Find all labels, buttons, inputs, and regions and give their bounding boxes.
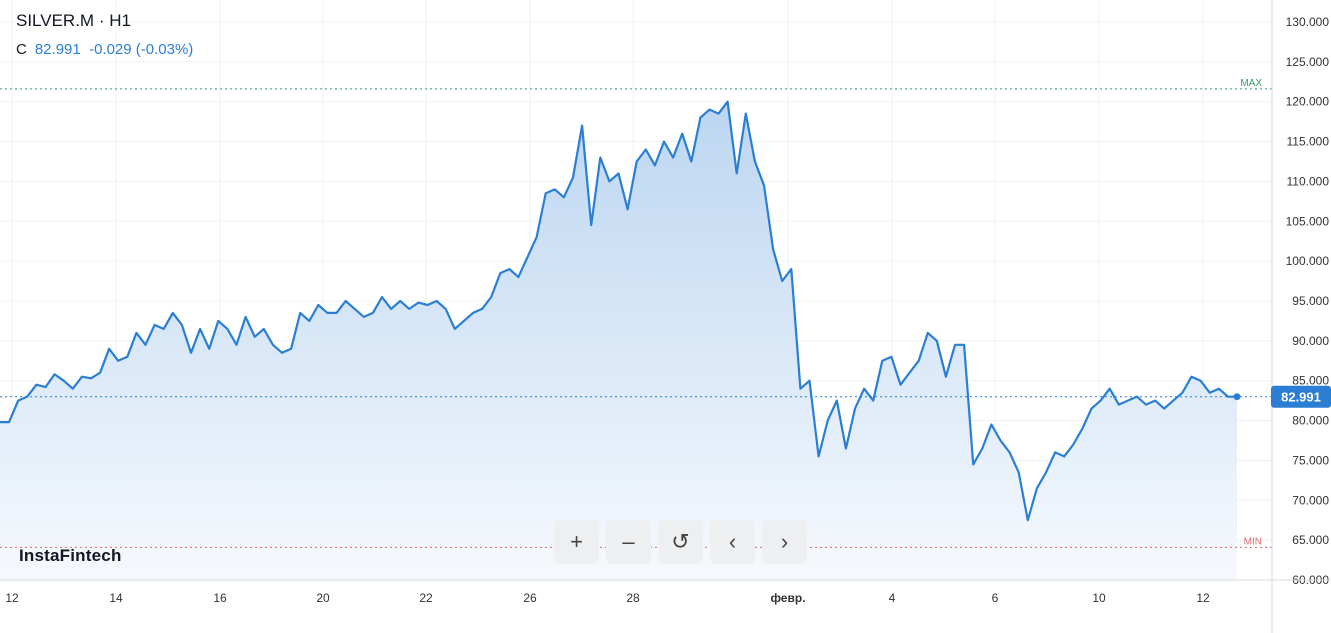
- y-tick-label: 70.000: [1292, 493, 1329, 507]
- x-tick-label: 14: [109, 591, 123, 605]
- quote-label: C: [16, 41, 27, 58]
- quote-change: -0.029 (-0.03%): [89, 41, 194, 58]
- reset-icon: ↺: [671, 529, 690, 554]
- x-tick-label: 28: [626, 591, 640, 605]
- y-axis: 130.000 125.000 120.000 115.000 110.000 105.0…: [1271, 0, 1330, 633]
- zoom-in-button[interactable]: +: [554, 520, 599, 564]
- x-tick-label: 20: [316, 591, 330, 605]
- y-tick-label: 115.000: [1287, 135, 1330, 149]
- x-tick-label: 16: [213, 591, 227, 605]
- x-tick-label: 10: [1092, 591, 1106, 605]
- price-area: [0, 101, 1237, 580]
- x-tick-label: 6: [992, 591, 999, 605]
- y-tick-label: 105.000: [1286, 214, 1330, 228]
- y-tick-label: 100.000: [1286, 254, 1330, 268]
- x-tick-label: 12: [5, 591, 19, 605]
- symbol-title: SILVER.M · H1: [16, 11, 131, 30]
- y-tick-label: 110.000: [1287, 174, 1330, 188]
- y-tick-label: 120.000: [1286, 95, 1330, 109]
- last-price-label: 82.991: [1281, 390, 1321, 405]
- minus-icon: –: [622, 529, 635, 554]
- chevron-right-icon: ›: [780, 529, 789, 554]
- zoom-out-button[interactable]: –: [606, 520, 651, 564]
- chart-controls: + – ↺ ‹ ›: [554, 520, 807, 564]
- x-tick-label: 22: [419, 591, 433, 605]
- x-tick-label: 26: [523, 591, 537, 605]
- y-tick-label: 90.000: [1292, 334, 1329, 348]
- scroll-right-button[interactable]: ›: [762, 520, 807, 564]
- y-tick-label: 85.000: [1292, 374, 1329, 388]
- x-tick-label: 4: [889, 591, 896, 605]
- last-price-dot: [1233, 393, 1241, 401]
- plus-icon: +: [570, 529, 583, 554]
- scroll-left-button[interactable]: ‹: [710, 520, 755, 564]
- price-line: [0, 100, 1238, 522]
- y-tick-label: 65.000: [1292, 533, 1329, 547]
- y-tick-label: 125.000: [1286, 55, 1330, 69]
- max-label: MAX: [1240, 78, 1262, 89]
- quote-value: 82.991: [34, 41, 81, 58]
- x-tick-label: февр.: [770, 591, 805, 605]
- reset-button[interactable]: ↺: [658, 520, 703, 564]
- last-price-badge: 82.991: [1271, 385, 1331, 408]
- quote-row: C 82.991 -0.029 (-0.03%): [16, 41, 193, 58]
- x-tick-label: 12: [1196, 591, 1210, 605]
- chevron-left-icon: ‹: [728, 529, 737, 554]
- x-axis: 12 14 16 20 22 26 28 февр. 4 6 10 12: [0, 579, 1331, 605]
- brand-logo: InstaFintech: [19, 546, 122, 565]
- y-tick-label: 80.000: [1292, 414, 1329, 428]
- min-label: MIN: [1244, 536, 1262, 547]
- y-tick-label: 130.000: [1286, 15, 1330, 29]
- y-tick-label: 75.000: [1292, 453, 1329, 467]
- y-tick-label: 95.000: [1292, 294, 1329, 308]
